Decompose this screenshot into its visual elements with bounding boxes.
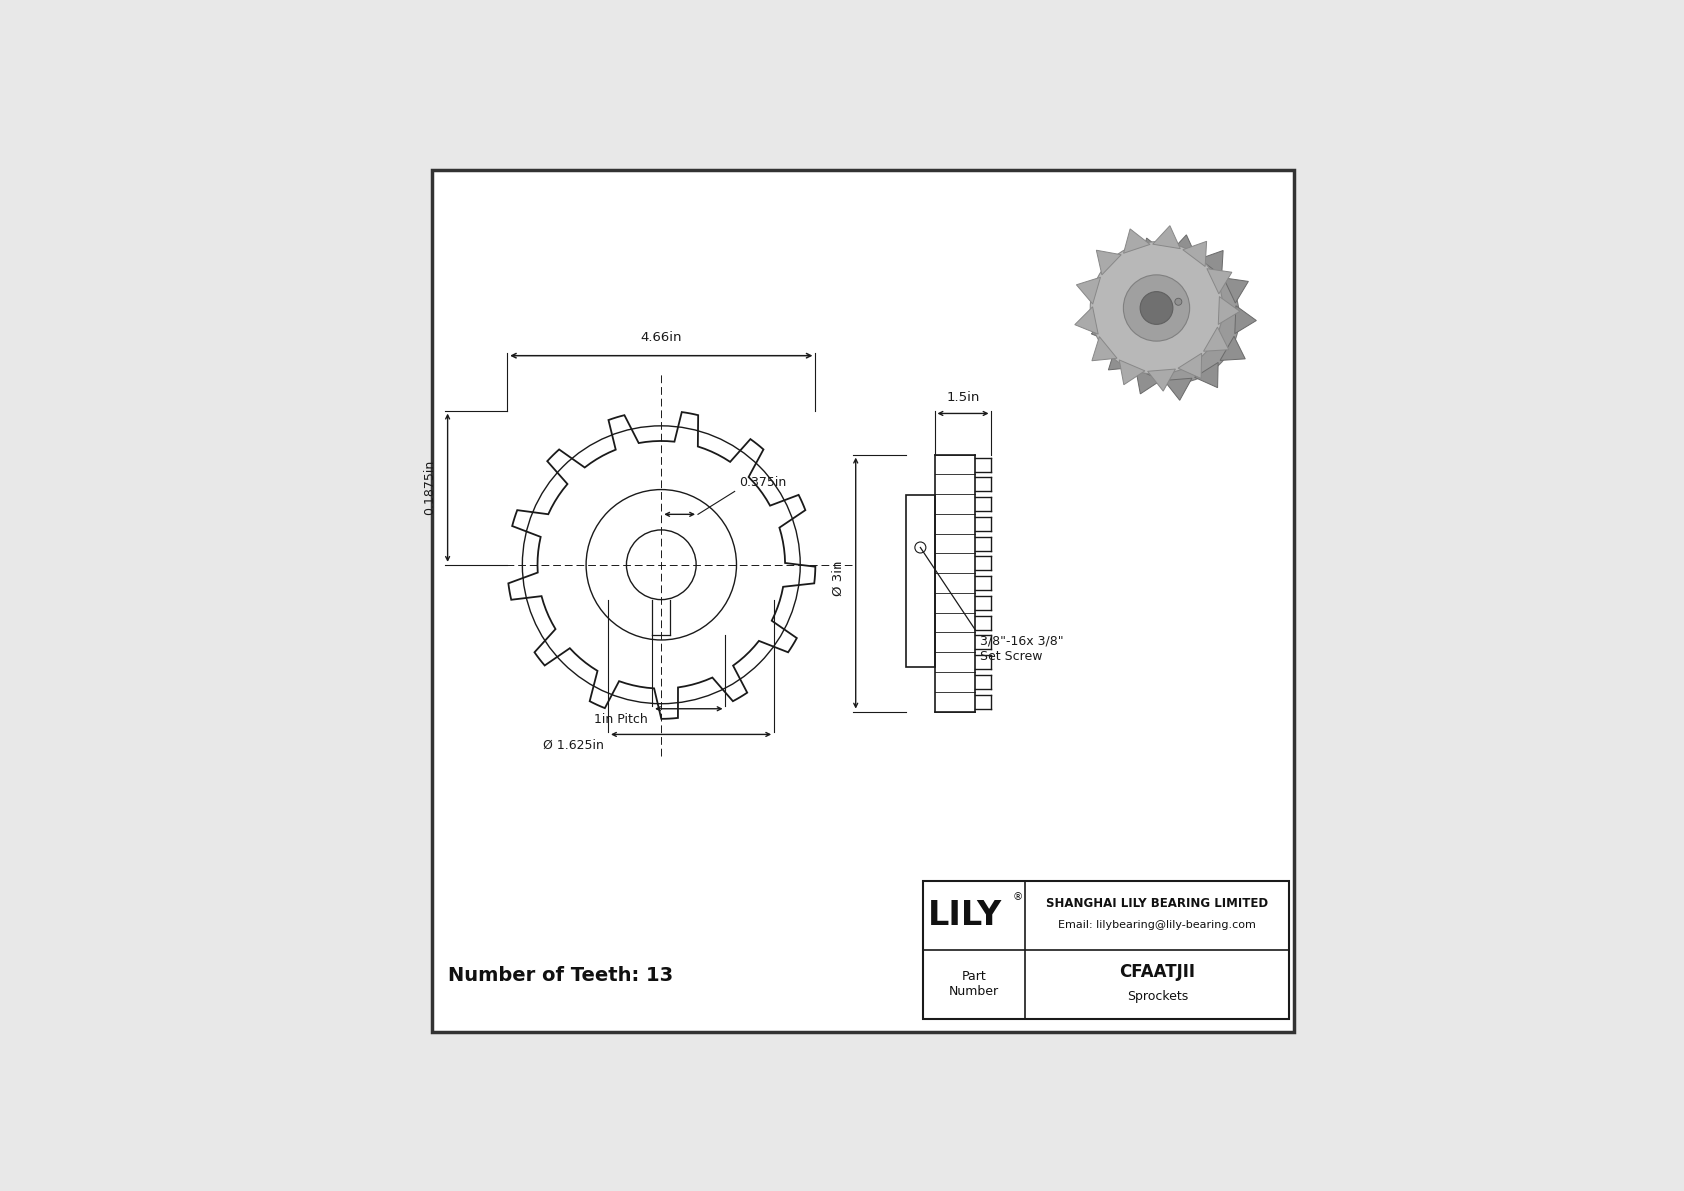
Polygon shape (1199, 250, 1223, 275)
Polygon shape (1218, 297, 1239, 324)
Polygon shape (1221, 336, 1244, 361)
Polygon shape (1096, 250, 1122, 275)
Polygon shape (1223, 278, 1248, 303)
Ellipse shape (1123, 275, 1189, 341)
Text: 1.5in: 1.5in (946, 392, 980, 404)
Polygon shape (1207, 269, 1233, 294)
Text: Sprockets: Sprockets (1127, 990, 1187, 1003)
Text: LILY: LILY (928, 899, 1002, 933)
Polygon shape (1093, 286, 1116, 313)
Polygon shape (1091, 316, 1115, 343)
Text: SHANGHAI LILY BEARING LIMITED: SHANGHAI LILY BEARING LIMITED (1046, 897, 1268, 910)
Polygon shape (1108, 345, 1133, 370)
Bar (1150, 299, 1196, 347)
Bar (906, 495, 935, 667)
Polygon shape (1164, 379, 1192, 400)
Polygon shape (1120, 360, 1145, 385)
Ellipse shape (1175, 298, 1182, 305)
Ellipse shape (1140, 292, 1172, 324)
Text: 0.375in: 0.375in (739, 475, 786, 488)
Bar (923, 881, 1290, 1018)
Text: Email: lilybearing@lily-bearing.com: Email: lilybearing@lily-bearing.com (1059, 919, 1256, 930)
Polygon shape (1074, 307, 1098, 335)
Polygon shape (1169, 235, 1197, 257)
Text: 4.66in: 4.66in (640, 331, 682, 344)
Polygon shape (1076, 278, 1100, 304)
Polygon shape (1194, 362, 1218, 387)
Polygon shape (1204, 328, 1229, 351)
Ellipse shape (1090, 242, 1223, 374)
Text: 0.1875in: 0.1875in (424, 460, 436, 516)
Ellipse shape (1106, 251, 1239, 384)
Polygon shape (1123, 229, 1150, 254)
Polygon shape (1091, 337, 1116, 361)
Text: Ø 1.625in: Ø 1.625in (542, 738, 603, 752)
Text: 1in Pitch: 1in Pitch (594, 713, 648, 727)
Text: ®: ® (1012, 892, 1024, 903)
Text: Number of Teeth: 13: Number of Teeth: 13 (448, 966, 672, 985)
Polygon shape (1135, 369, 1162, 394)
Polygon shape (1182, 242, 1207, 267)
Polygon shape (1234, 306, 1256, 333)
Text: Ø 3in: Ø 3in (832, 561, 845, 597)
Polygon shape (1113, 260, 1138, 283)
Text: CFAATJII: CFAATJII (1120, 964, 1196, 981)
Polygon shape (1147, 369, 1175, 391)
Text: Part
Number: Part Number (950, 971, 999, 998)
Polygon shape (1179, 354, 1202, 379)
Text: 3/8"-16x 3/8"
Set Screw: 3/8"-16x 3/8" Set Screw (980, 635, 1064, 662)
Polygon shape (1154, 225, 1180, 249)
Polygon shape (1140, 238, 1167, 262)
